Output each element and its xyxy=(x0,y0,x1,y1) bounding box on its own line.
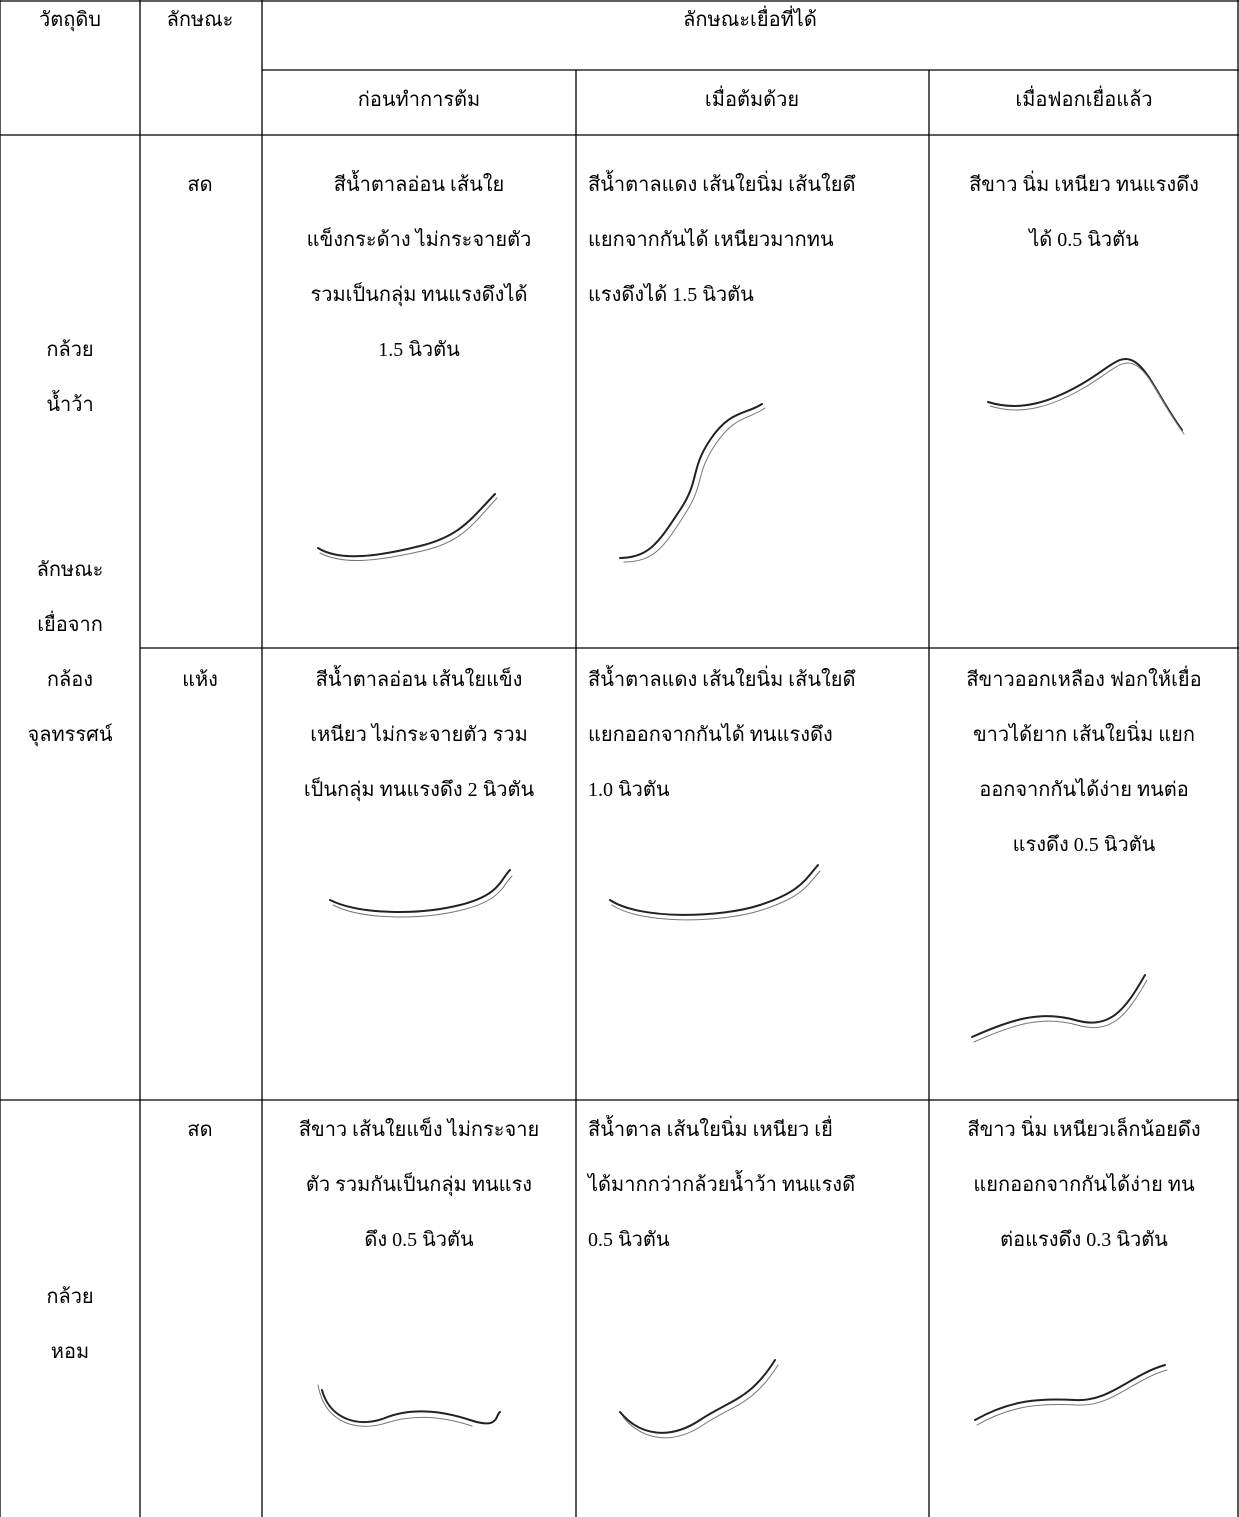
header-cell: ลักษณะเยื่อที่ได้ xyxy=(683,8,817,32)
cell-text: เหนียว ไม่กระจายตัว รวม xyxy=(310,723,528,747)
cell-text: รวมเป็นกลุ่ม ทนแรงดึงได้ xyxy=(311,283,528,307)
material-note: เยื่อจาก xyxy=(37,613,103,637)
cell-text: สีน้ำตาลแดง เส้นใยนิ่ม เส้นใยดึ xyxy=(588,668,855,692)
subheader-cell: ก่อนทำการต้ม xyxy=(358,88,480,112)
state-cell: สด xyxy=(187,173,212,197)
cell-text: ตัว รวมกันเป็นกลุ่ม ทนแรง xyxy=(306,1173,532,1197)
header-cell: วัตถุดิบ xyxy=(39,8,101,32)
document: {"table": { "header": ["วัตถุดิบ", "ลักษ… xyxy=(0,0,1239,1517)
cell-text: สีขาว นิ่ม เหนียว ทนแรงดึง xyxy=(969,173,1199,197)
cell-text: สีน้ำตาลอ่อน เส้นใยแข็ง xyxy=(316,668,523,692)
state-cell: แห้ง xyxy=(182,668,218,692)
cell-text: แยกออกจากกันได้ ทนแรงดึง xyxy=(588,723,833,747)
material-name: หอม xyxy=(51,1340,89,1364)
material-note: จุลทรรศน์ xyxy=(27,723,112,747)
subheader-cell: เมื่อฟอกเยื่อแล้ว xyxy=(1015,88,1152,112)
cell-text: สีขาว เส้นใยแข็ง ไม่กระจาย xyxy=(299,1118,539,1142)
material-name: กล้วย xyxy=(46,1285,93,1309)
cell-text: 1.5 นิวตัน xyxy=(378,338,460,362)
cell-text: 0.5 นิวตัน xyxy=(588,1228,670,1252)
cell-text: แรงดึงได้ 1.5 นิวตัน xyxy=(588,283,754,307)
cell-text: ขาวได้ยาก เส้นใยนิ่ม แยก xyxy=(973,723,1195,747)
cell-text: ได้ 0.5 นิวตัน xyxy=(1029,228,1139,252)
page: html, body { margin: 0; padding: 0; back… xyxy=(0,0,1239,1517)
cell-text: ดึง 0.5 นิวตัน xyxy=(364,1228,473,1252)
cell-text: เป็นกลุ่ม ทนแรงดึง 2 นิวตัน xyxy=(304,778,534,802)
cell-text: 1.0 นิวตัน xyxy=(588,778,670,802)
cell-text: สีขาว นิ่ม เหนียวเล็กน้อยดึง xyxy=(967,1118,1200,1142)
cell-text: ต่อแรงดึง 0.3 นิวตัน xyxy=(1000,1228,1168,1252)
cell-text: แยกจากกันได้ เหนียวมากทน xyxy=(588,228,834,252)
material-note: ลักษณะ xyxy=(37,558,104,582)
cell-text: แข็งกระด้าง ไม่กระจายตัว xyxy=(307,228,532,252)
material-name: กล้วย xyxy=(46,338,93,362)
cell-text: แยกออกจากกันได้ง่าย ทน xyxy=(973,1173,1194,1197)
cell-text: สีน้ำตาล เส้นใยนิ่ม เหนียว เยื่ xyxy=(588,1118,833,1142)
material-name: น้ำว้า xyxy=(46,393,93,417)
cell-text: สีน้ำตาลแดง เส้นใยนิ่ม เส้นใยดึ xyxy=(588,173,855,197)
material-note: กล้อง xyxy=(47,668,93,692)
fiber-sketches xyxy=(318,359,1184,1438)
cell-text: สีขาวออกเหลือง ฟอกให้เยื่อ xyxy=(966,668,1201,692)
subheader-cell: เมื่อต้มด้วย xyxy=(705,88,799,112)
cell-text: ได้มากกว่ากล้วยน้ำว้า ทนแรงดึ xyxy=(588,1173,855,1197)
cell-text: แรงดึง 0.5 นิวตัน xyxy=(1013,833,1156,857)
state-cell: สด xyxy=(187,1118,212,1142)
header-cell: ลักษณะ xyxy=(167,8,234,32)
cell-text: ออกจากกันได้ง่าย ทนต่อ xyxy=(979,778,1189,802)
cell-text: สีน้ำตาลอ่อน เส้นใย xyxy=(334,173,504,197)
